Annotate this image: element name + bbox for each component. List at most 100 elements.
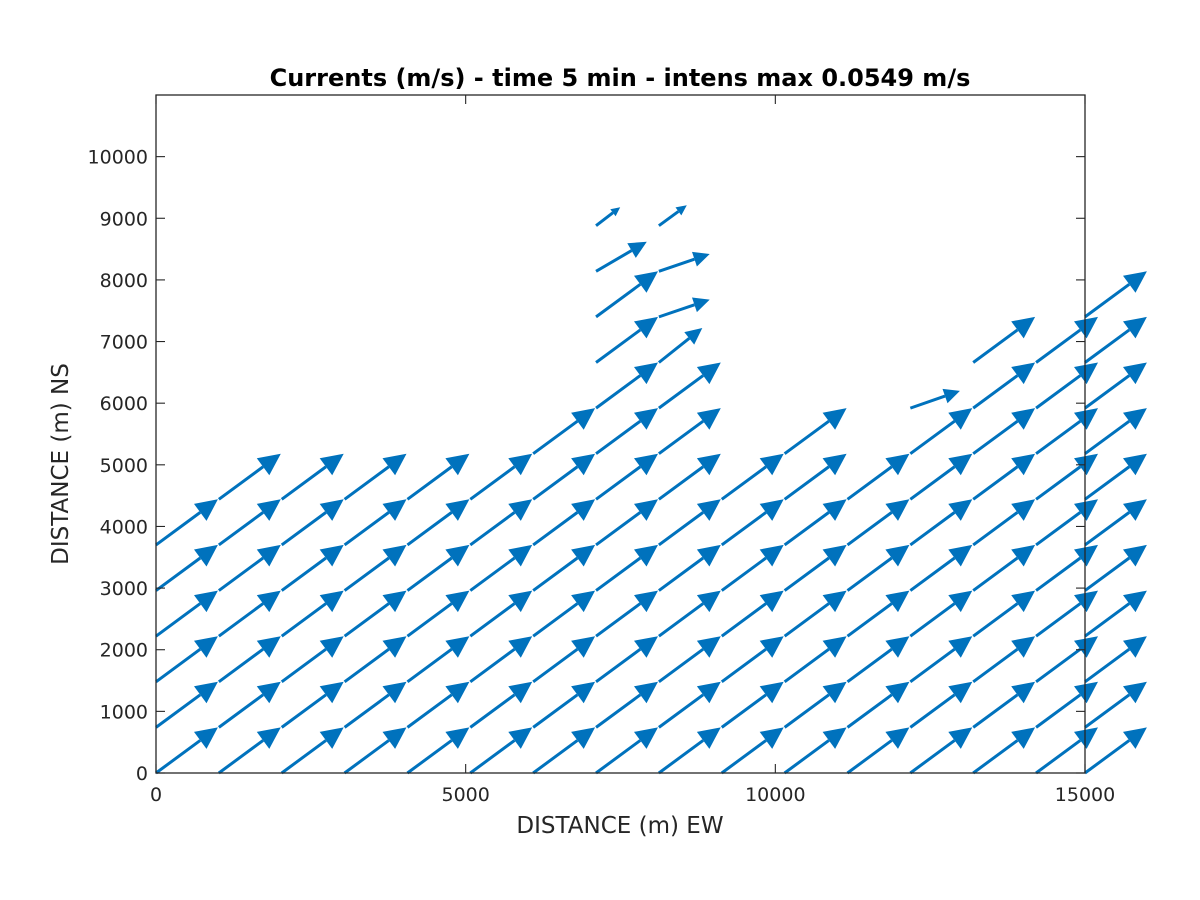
y-tick-label: 8000 [100, 270, 148, 292]
current-vector [532, 408, 596, 455]
current-vector [595, 207, 621, 227]
current-vector [469, 544, 533, 592]
current-vector [280, 544, 344, 592]
current-vector [909, 499, 973, 547]
current-vector [658, 251, 710, 273]
x-tick-label: 5000 [441, 784, 489, 806]
current-vector [532, 590, 596, 638]
current-vector [846, 544, 910, 592]
current-vector [469, 499, 533, 547]
current-vector [406, 544, 470, 592]
current-vector [657, 328, 703, 364]
current-vector [846, 499, 910, 547]
current-vector [280, 681, 344, 729]
current-vector [909, 590, 973, 638]
current-vector [343, 681, 407, 729]
current-vector [532, 544, 596, 592]
current-vector [343, 590, 407, 638]
y-tick-label: 9000 [100, 208, 148, 230]
current-vector [720, 727, 784, 775]
current-vector [155, 727, 218, 775]
current-vector [658, 297, 710, 319]
current-vector [343, 727, 407, 775]
vector-field [155, 205, 1147, 775]
current-vector [783, 681, 847, 729]
y-tick-label: 7000 [100, 332, 148, 354]
current-vector [1035, 362, 1098, 410]
y-tick-label: 0 [136, 763, 148, 785]
current-vector [658, 408, 721, 455]
current-vector [1035, 544, 1098, 592]
current-vector [406, 499, 470, 547]
y-axis-label: DISTANCE (m) NS [48, 363, 74, 565]
current-vector [1084, 271, 1147, 319]
current-vector [720, 590, 784, 638]
current-vector [532, 453, 596, 501]
current-vector [343, 499, 407, 547]
current-vector [595, 681, 658, 729]
current-vector [909, 453, 973, 501]
current-vector [406, 727, 470, 775]
current-vector [595, 316, 658, 364]
current-vector [343, 636, 407, 683]
current-vector [720, 544, 784, 592]
current-vector [972, 499, 1036, 547]
current-vector [783, 408, 847, 455]
y-tick-label: 3000 [100, 578, 148, 600]
current-vector [1035, 453, 1098, 501]
current-vector [1084, 316, 1147, 364]
current-vector [1084, 499, 1147, 547]
current-vector [658, 590, 721, 638]
current-vector [532, 499, 596, 547]
plot-frame [155, 94, 1086, 774]
current-vector [658, 636, 721, 683]
chart-title: Currents (m/s) - time 5 min - intens max… [270, 64, 971, 92]
current-vector [972, 636, 1036, 683]
current-vector [1035, 408, 1098, 455]
current-vector [909, 388, 960, 410]
current-vector [217, 636, 281, 683]
current-vector [469, 636, 533, 683]
current-vector [595, 636, 658, 683]
y-tick-label: 5000 [100, 455, 148, 477]
current-vector [406, 636, 470, 683]
current-vector [343, 544, 407, 592]
current-vector [972, 408, 1036, 455]
current-vector [1084, 681, 1147, 729]
current-vector [406, 681, 470, 729]
current-vector [280, 453, 344, 501]
current-vector [1035, 499, 1098, 547]
current-vector [595, 408, 658, 455]
current-vector [1084, 408, 1147, 455]
current-vector [972, 727, 1036, 775]
current-vector [720, 499, 784, 547]
current-vector [846, 681, 910, 729]
current-vector [280, 590, 344, 638]
current-vector [658, 453, 721, 501]
y-tick-label: 4000 [100, 516, 148, 538]
current-vector [720, 453, 784, 501]
current-vector [972, 590, 1036, 638]
current-vector [595, 544, 658, 592]
current-vector [1084, 727, 1147, 775]
current-vector [846, 590, 910, 638]
current-vector [1035, 681, 1098, 729]
current-vector [595, 241, 647, 273]
current-vector [909, 681, 973, 729]
y-tick-label: 2000 [100, 640, 148, 662]
current-vector [155, 636, 218, 683]
current-vector [1035, 727, 1098, 775]
current-vector [783, 499, 847, 547]
current-vector [783, 544, 847, 592]
current-vector [595, 362, 658, 410]
current-vector [595, 453, 658, 501]
current-vector [658, 544, 721, 592]
current-vector [783, 590, 847, 638]
current-vector [972, 544, 1036, 592]
current-vector [217, 727, 281, 775]
current-vector [469, 590, 533, 638]
current-vector [909, 636, 973, 683]
current-vector [532, 636, 596, 683]
current-vector [1084, 453, 1147, 501]
